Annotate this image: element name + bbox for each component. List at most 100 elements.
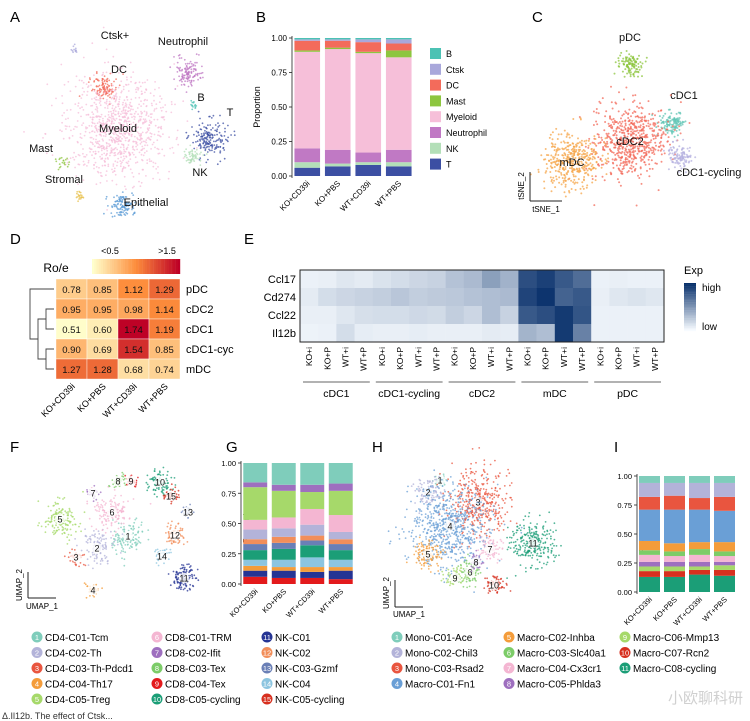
cell-point xyxy=(111,72,113,75)
cell-point xyxy=(119,152,122,155)
cell-point xyxy=(503,485,506,487)
cell-point xyxy=(489,502,492,504)
bar-segment-nk-c04 xyxy=(300,557,325,568)
cell-point xyxy=(667,149,670,152)
cell-point xyxy=(102,71,105,74)
cell-point xyxy=(82,152,84,155)
cluster-number-9: 9 xyxy=(128,476,133,486)
cell-point xyxy=(175,577,178,579)
cell-point xyxy=(110,139,113,142)
cell-point xyxy=(609,116,611,119)
cell-point xyxy=(154,550,156,553)
cell-point xyxy=(159,95,162,97)
cell-point xyxy=(509,484,511,487)
cell-point xyxy=(74,125,77,128)
cell-point xyxy=(181,564,183,566)
cell-point xyxy=(655,126,658,129)
cell-point xyxy=(123,506,126,509)
cell-point xyxy=(99,171,102,174)
cell-point xyxy=(135,110,137,113)
cell-point xyxy=(119,96,121,98)
cell-point xyxy=(77,163,80,166)
cell-point xyxy=(629,71,632,74)
cell-point xyxy=(158,126,160,129)
cell-point xyxy=(484,513,487,515)
cell-point xyxy=(98,538,101,540)
cell-point xyxy=(620,51,623,54)
cell-point xyxy=(563,177,566,180)
cell-point xyxy=(63,83,66,86)
cell-point xyxy=(204,132,207,135)
cell-point xyxy=(92,113,95,115)
cell-point xyxy=(177,522,180,525)
cell-point xyxy=(123,115,126,118)
cell-point xyxy=(647,125,650,128)
cell-point xyxy=(37,524,39,527)
cell-point xyxy=(196,61,198,64)
cell-point xyxy=(564,168,567,170)
cell-point xyxy=(154,88,156,91)
cell-point xyxy=(171,540,173,542)
bar-segment-cd8-c02-ifit xyxy=(328,483,353,491)
cell-point xyxy=(604,158,607,161)
cell-point xyxy=(204,148,207,150)
legend-gradient-step xyxy=(684,305,696,308)
cell-point xyxy=(77,200,79,203)
cell-point xyxy=(118,137,120,140)
cluster-number-badge xyxy=(182,506,194,518)
cell-point xyxy=(566,158,569,161)
cell-point xyxy=(159,107,162,109)
cell-point xyxy=(631,170,634,173)
cell-point xyxy=(182,506,185,509)
cell-point xyxy=(97,530,100,533)
cell-point xyxy=(554,143,557,146)
cell-point xyxy=(105,195,108,198)
cell-point xyxy=(135,91,138,93)
cell-point xyxy=(151,113,153,115)
cell-point xyxy=(204,143,207,146)
cell-point xyxy=(179,527,182,530)
cell-point xyxy=(624,124,627,127)
cell-point xyxy=(166,470,169,473)
cell-point xyxy=(487,514,490,516)
cell-point xyxy=(606,135,609,138)
cell-point xyxy=(105,154,107,157)
cell-point xyxy=(581,185,584,188)
cell-point xyxy=(190,68,193,71)
cell-point xyxy=(211,127,214,129)
cell-point xyxy=(637,125,640,128)
panel-d-roe-heatmap: Ro/e<0.5 >1.50.78 0.85 1.12 1.290.95 0.95 0.98… xyxy=(29,246,234,420)
cell-point xyxy=(75,564,77,567)
cell-point xyxy=(574,188,577,191)
cell-point xyxy=(676,120,679,123)
cell-point xyxy=(155,562,158,564)
cell-point xyxy=(118,128,121,131)
cell-point xyxy=(139,137,142,140)
cell-point xyxy=(190,70,193,73)
cell-point xyxy=(82,148,84,150)
cell-point xyxy=(500,516,503,519)
cell-point xyxy=(91,118,94,121)
cell-point xyxy=(412,483,415,486)
legend-label-mast: Mast xyxy=(446,96,466,106)
cell-point xyxy=(170,476,173,479)
cell-point xyxy=(638,107,640,109)
group-label-cdc1: cDC1 xyxy=(323,388,349,400)
cell-point xyxy=(641,116,644,119)
cell-point xyxy=(577,137,579,140)
cell-point xyxy=(146,474,149,477)
cell-point xyxy=(570,164,573,167)
panel-a-cell-map: Ctsk+ NeutrophilDCMyeloidBTNKMastStromalE… xyxy=(23,26,236,218)
colorbar-step xyxy=(136,259,139,274)
cell-point xyxy=(47,520,49,522)
cell-point xyxy=(572,159,575,162)
cell-point xyxy=(640,149,643,152)
cell-point xyxy=(133,115,135,118)
cell-point xyxy=(662,144,665,147)
cell-point xyxy=(211,149,213,152)
expression-cell xyxy=(609,324,628,343)
cell-point xyxy=(105,170,108,173)
cell-point xyxy=(182,74,184,77)
cell-point xyxy=(632,147,634,150)
cell-point xyxy=(218,131,221,134)
